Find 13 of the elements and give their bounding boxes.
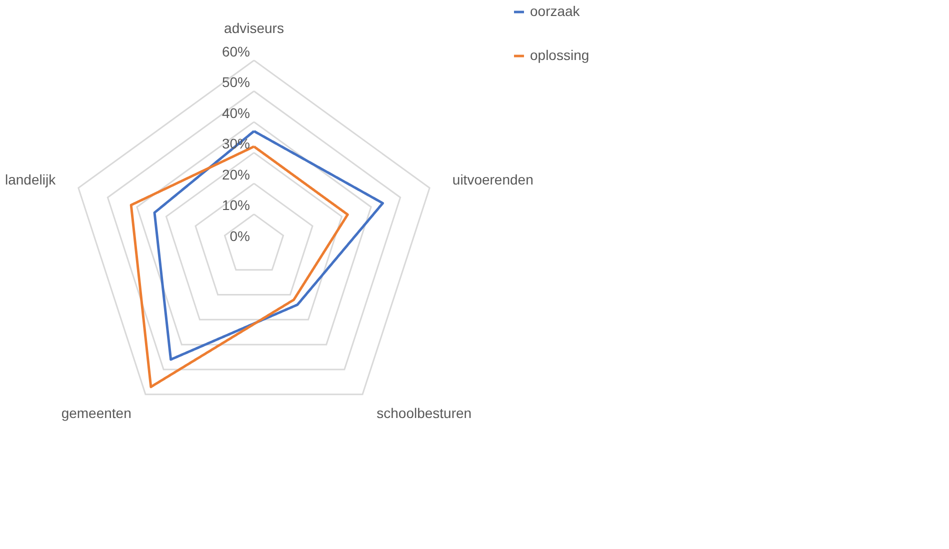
y-tick-label: 60% (222, 43, 250, 60)
y-tick-label: 0% (230, 228, 250, 244)
spoke-label: landelijk (5, 172, 57, 188)
y-tick-label: 50% (222, 74, 250, 90)
y-tick-label: 10% (222, 197, 250, 214)
y-tick-label: 20% (222, 166, 250, 182)
spoke-label: uitvoerenden (452, 172, 534, 188)
spoke-label: schoolbesturen (376, 404, 472, 421)
legend-label: oplossing (530, 47, 590, 63)
spoke-label: adviseurs (224, 20, 284, 36)
y-tick-label: 40% (222, 104, 250, 121)
spoke-label: gemeenten (61, 404, 132, 421)
legend-label: oorzaak (530, 3, 581, 19)
